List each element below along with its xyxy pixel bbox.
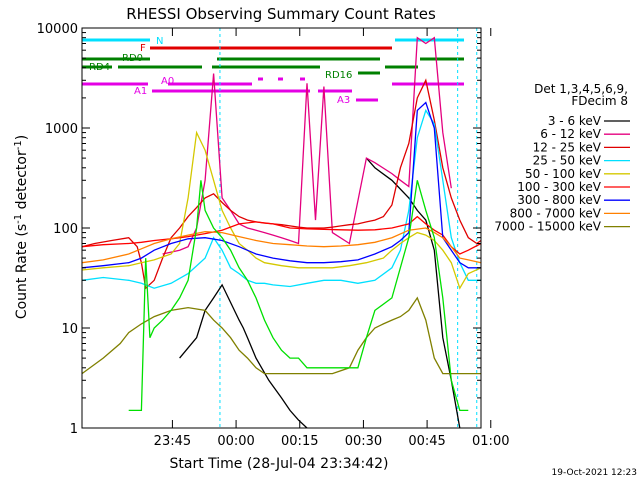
series-line-7: [81, 101, 481, 269]
flag-label-a0: A0: [161, 76, 174, 87]
x-axis-ticks: 23:45 00:00 00:15 00:30 00:45 01:00: [154, 28, 509, 449]
y-label-post: ): [14, 135, 30, 140]
series-line-5: [81, 130, 482, 290]
legend-label: 12 - 25 keV: [533, 140, 602, 154]
y-tick-label: 1000: [45, 122, 78, 137]
series-line-3: [81, 78, 482, 290]
flag-label-n: N: [156, 36, 163, 47]
flag-label-rd4: RD4: [89, 62, 110, 73]
x-tick-label: 23:45: [154, 434, 191, 449]
legend-label: 50 - 100 keV: [525, 167, 602, 181]
x-axis-label: Start Time (28-Jul-04 23:34:42): [169, 456, 388, 472]
y-tick-label: 1: [70, 422, 78, 437]
legend-header-line2: FDecim 8: [571, 94, 628, 108]
series-line-1: [179, 157, 461, 429]
legend-header-line1: Det 1,3,4,5,6,9,: [534, 82, 628, 96]
series-line-4: [81, 108, 481, 289]
y-tick-label: 10: [61, 322, 78, 337]
series-lines: [81, 36, 482, 429]
x-tick-label: 00:00: [217, 434, 254, 449]
x-tick-label: 00:15: [281, 434, 318, 449]
legend-label: 6 - 12 keV: [540, 127, 602, 141]
legend-label: 800 - 7000 keV: [510, 206, 602, 220]
y-label-sup1: -1: [13, 214, 24, 224]
y-label-mid: detector: [14, 150, 30, 214]
series-line-2: [162, 36, 452, 255]
flag-label-rd0: RD0: [122, 53, 143, 64]
series-line-9: [81, 296, 481, 375]
y-tick-label: 100: [53, 222, 78, 237]
y-axis-ticks: 1 10 100 1000 10000: [37, 22, 481, 437]
flag-label-a3: A3: [337, 95, 350, 106]
legend-label: 300 - 800 keV: [517, 193, 601, 207]
y-label-pre: Count Rate (s: [14, 224, 30, 319]
series-line-8: [81, 227, 482, 264]
legend-label: 25 - 50 keV: [533, 154, 602, 168]
y-tick-label: 10000: [37, 22, 78, 37]
legend-label: 7000 - 15000 keV: [494, 220, 601, 234]
series-line-10: [128, 180, 469, 412]
x-tick-label: 00:30: [345, 434, 382, 449]
y-axis-label: Count Rate (s-1 detector-1): [13, 135, 31, 319]
x-tick-label: 00:45: [408, 434, 445, 449]
flag-label-rd16: RD16: [325, 70, 352, 81]
chart-title: RHESSI Observing Summary Count Rates: [126, 5, 436, 23]
x-tick-label: 01:00: [472, 434, 509, 449]
legend-label: 3 - 6 keV: [548, 114, 602, 128]
timestamp: 19-Oct-2021 12:23: [552, 468, 637, 478]
y-label-sup2: -1: [13, 140, 24, 150]
flag-label-a1: A1: [134, 86, 147, 97]
legend-label: 100 - 300 keV: [517, 180, 601, 194]
series-line-6: [81, 215, 482, 255]
flag-label-f: F: [140, 43, 146, 54]
